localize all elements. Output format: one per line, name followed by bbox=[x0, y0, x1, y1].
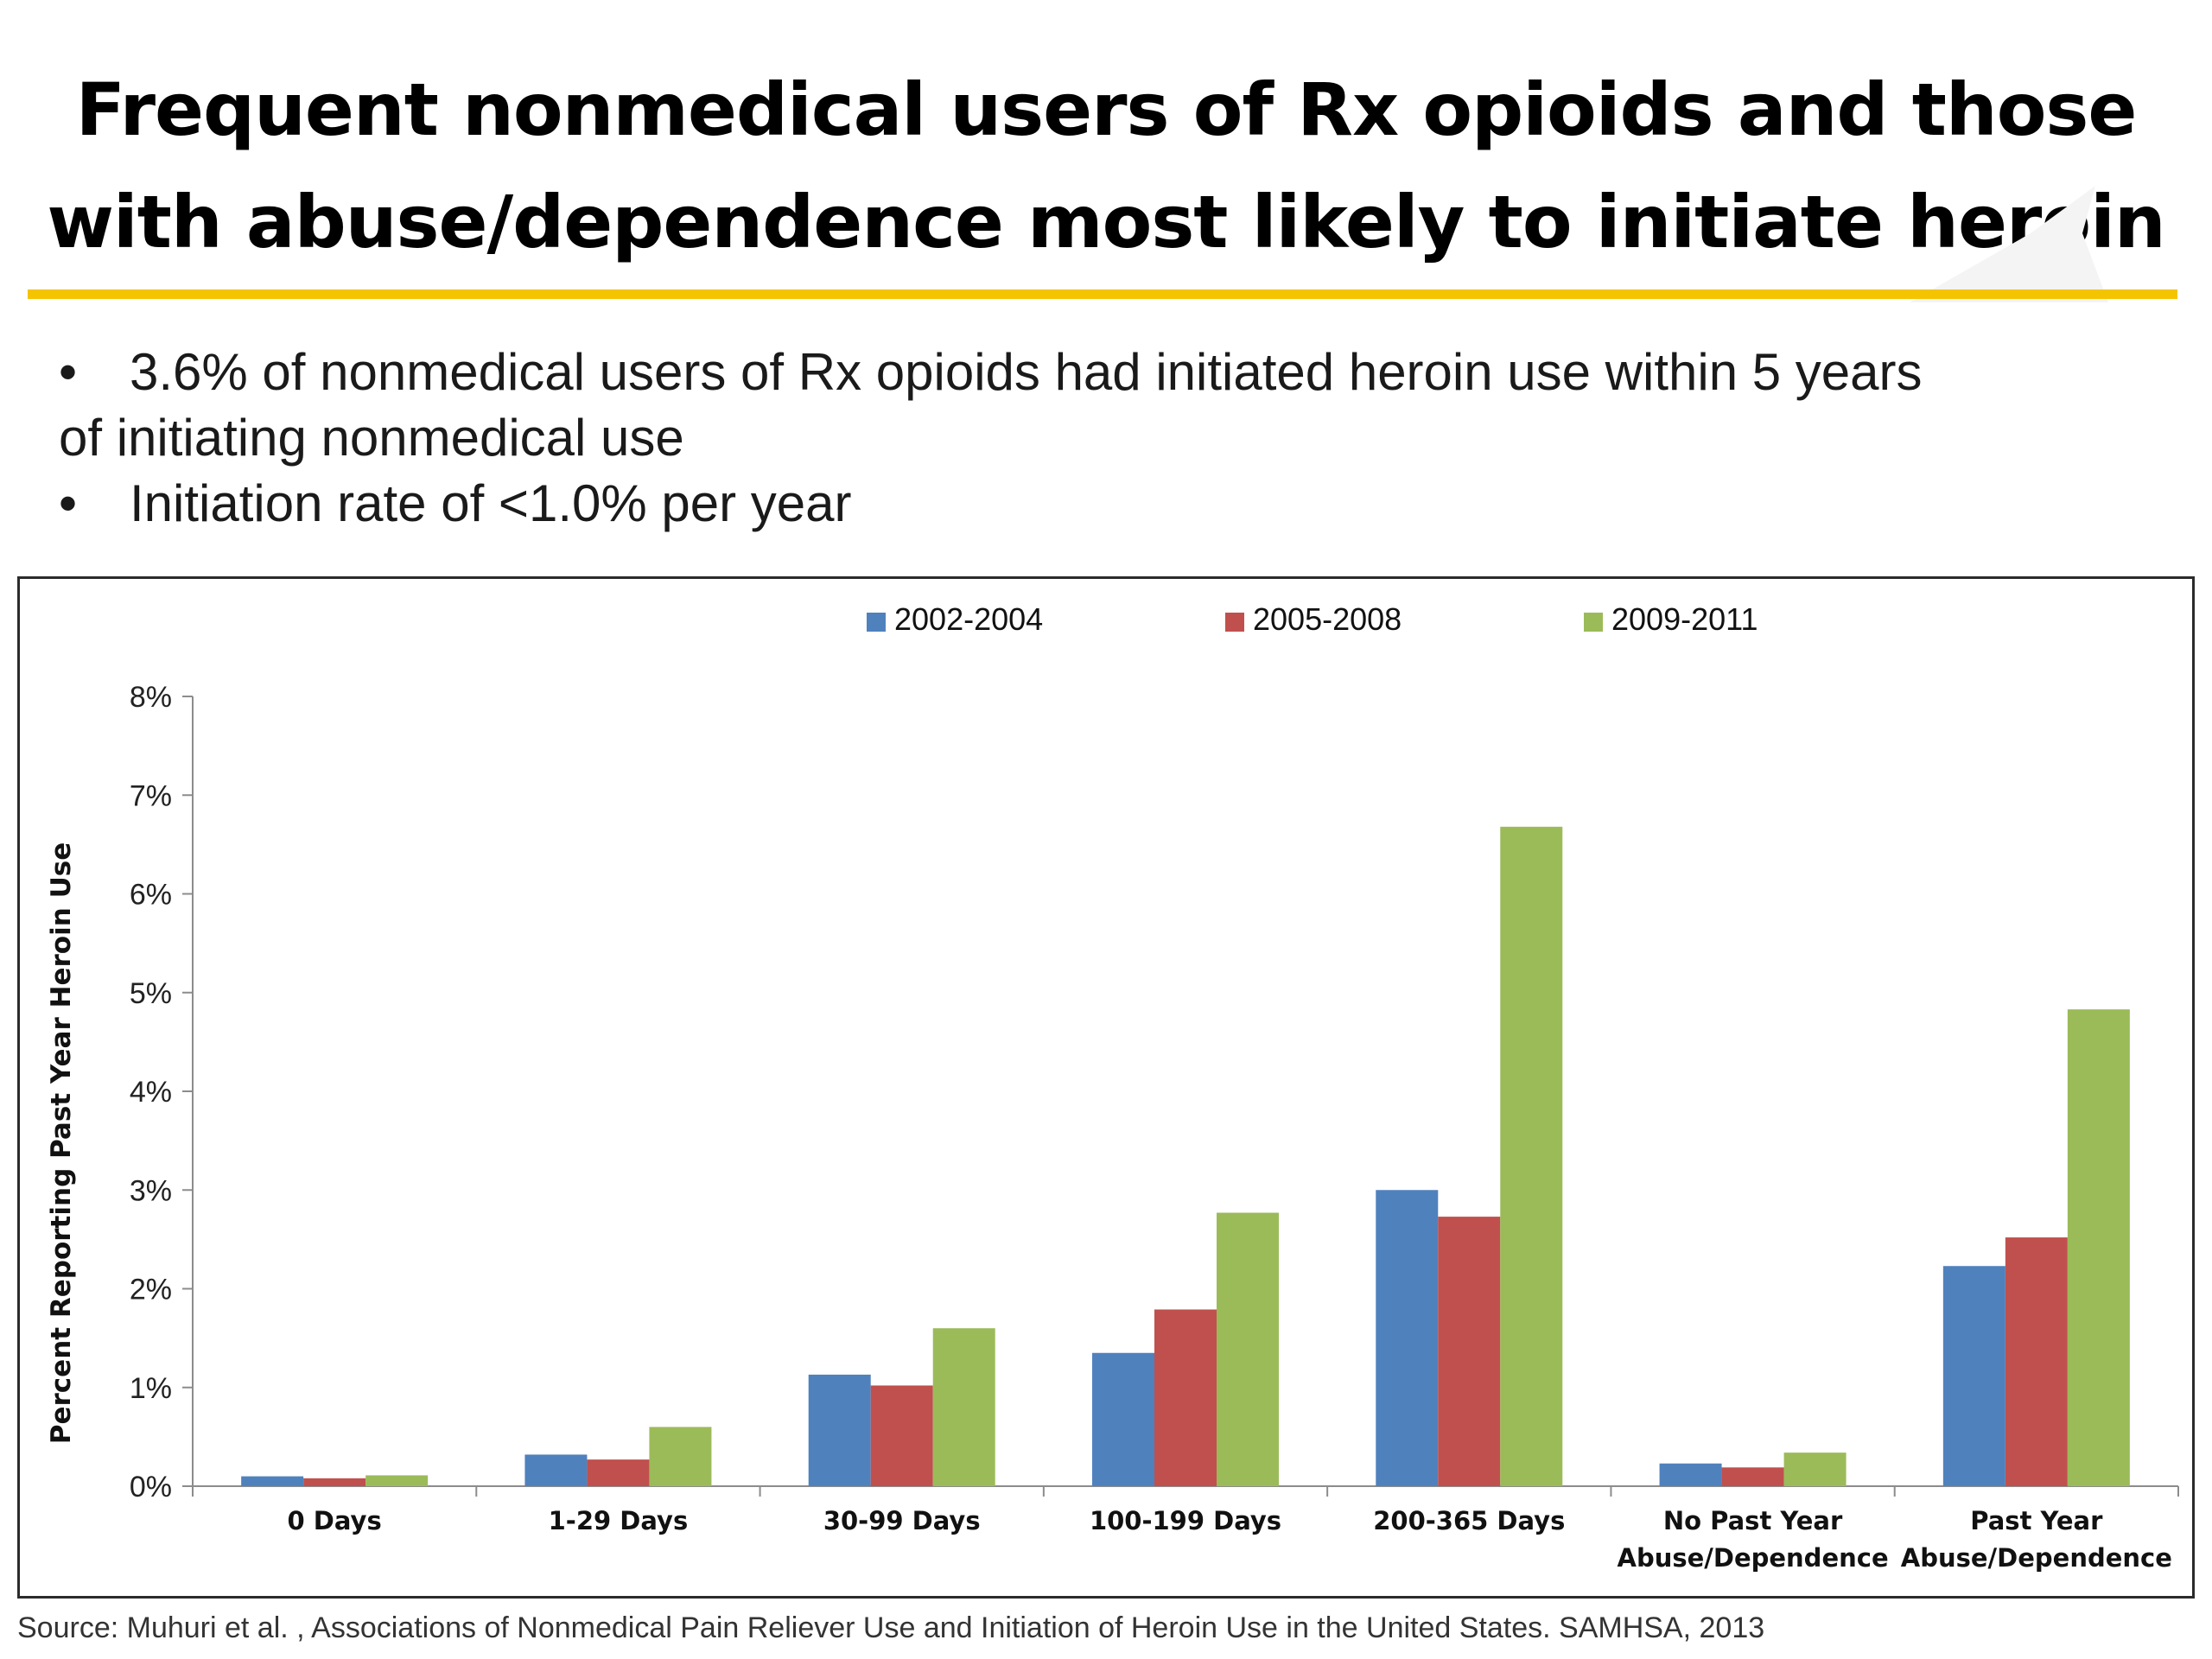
bar-2009-2011 bbox=[2067, 1009, 2130, 1486]
x-category-label: 100-199 Days bbox=[1090, 1506, 1281, 1535]
bar-chart: 0% 1% 2% 3% 4% 5% 6% 7% 8% Percent Reporting Past… bbox=[46, 601, 2179, 1573]
bar-2002-2004 bbox=[1376, 1190, 1439, 1486]
slide-title-line-2: with abuse/dependence most likely to ini… bbox=[47, 180, 2165, 264]
bar-2002-2004 bbox=[524, 1454, 588, 1486]
y-tick-label: 7% bbox=[130, 779, 172, 812]
bullet-1-text-line-1: 3.6% of nonmedical users of Rx opioids h… bbox=[130, 343, 1923, 401]
bullet-2-text-line-1: Initiation rate of <1.0% per year bbox=[130, 474, 852, 532]
legend-swatch-2002-2004 bbox=[867, 613, 886, 632]
bar-2002-2004 bbox=[1092, 1352, 1154, 1486]
slide-title: Frequent nonmedical users of Rx opioids … bbox=[0, 54, 2212, 278]
legend-swatch-2009-2011 bbox=[1584, 613, 1603, 632]
bar-2009-2011 bbox=[1783, 1452, 1847, 1486]
bar-2009-2011 bbox=[365, 1475, 429, 1486]
x-category-label: Past Year bbox=[1970, 1506, 2103, 1535]
x-category-label: Abuse/Dependence bbox=[1901, 1543, 2172, 1573]
x-category-label: 200-365 Days bbox=[1373, 1506, 1565, 1535]
bullet-item-1: • 3.6% of nonmedical users of Rx opioids … bbox=[59, 340, 2167, 405]
legend-label: 2005-2008 bbox=[1253, 601, 1402, 637]
bar-2005-2008 bbox=[1721, 1467, 1784, 1486]
bar-2005-2008 bbox=[303, 1478, 366, 1486]
x-category-label: No Past Year bbox=[1663, 1506, 1843, 1535]
y-axis-title: Percent Reporting Past Year Heroin Use bbox=[46, 842, 77, 1444]
bar-2005-2008 bbox=[2005, 1237, 2068, 1486]
bullet-item-2: • Initiation rate of <1.0% per year bbox=[59, 471, 2167, 537]
bar-2005-2008 bbox=[1154, 1309, 1217, 1486]
bar-2002-2004 bbox=[808, 1374, 871, 1486]
bar-2005-2008 bbox=[1438, 1217, 1501, 1486]
chart-frame: 0% 1% 2% 3% 4% 5% 6% 7% 8% Percent Reporting Past… bbox=[17, 576, 2195, 1599]
legend-label: 2009-2011 bbox=[1611, 601, 1758, 637]
y-tick-label: 6% bbox=[130, 879, 172, 912]
bar-2005-2008 bbox=[587, 1459, 650, 1486]
bar-2009-2011 bbox=[1500, 826, 1563, 1486]
y-tick-label: 2% bbox=[130, 1274, 172, 1306]
y-tick-label: 4% bbox=[130, 1076, 172, 1109]
bullet-list: • 3.6% of nonmedical users of Rx opioids … bbox=[59, 340, 2167, 537]
bullet-marker: • bbox=[59, 343, 78, 401]
slide-title-line-1: Frequent nonmedical users of Rx opioids … bbox=[75, 67, 2138, 152]
y-tick-label: 0% bbox=[130, 1471, 172, 1503]
decorative-swoosh bbox=[1910, 186, 2108, 302]
bar-2009-2011 bbox=[649, 1427, 712, 1486]
x-category-label: Abuse/Dependence bbox=[1618, 1543, 1889, 1573]
title-underline bbox=[28, 289, 2177, 299]
y-tick-label: 3% bbox=[130, 1174, 172, 1207]
x-category-label: 0 Days bbox=[288, 1506, 382, 1535]
legend-label: 2002-2004 bbox=[894, 601, 1043, 637]
bar-2002-2004 bbox=[1659, 1463, 1722, 1486]
bar-2002-2004 bbox=[1942, 1266, 2005, 1486]
x-category-label: 30-99 Days bbox=[823, 1506, 981, 1535]
bullet-1-text-line-2: of initiating nonmedical use bbox=[59, 409, 684, 467]
legend-swatch-2005-2008 bbox=[1225, 613, 1244, 632]
y-tick-label: 8% bbox=[130, 681, 172, 714]
x-category-label: 1-29 Days bbox=[549, 1506, 689, 1535]
bullet-1-continuation: of initiating nonmedical use bbox=[59, 405, 2167, 471]
bar-2009-2011 bbox=[1217, 1212, 1279, 1486]
bar-2005-2008 bbox=[870, 1385, 933, 1486]
y-tick-label: 5% bbox=[130, 977, 172, 1010]
y-tick-label: 1% bbox=[130, 1372, 172, 1405]
source-citation: Source: Muhuri et al. , Associations of … bbox=[17, 1611, 1765, 1644]
bar-2009-2011 bbox=[932, 1328, 995, 1486]
bullet-marker: • bbox=[59, 474, 78, 532]
bar-2002-2004 bbox=[241, 1476, 304, 1486]
